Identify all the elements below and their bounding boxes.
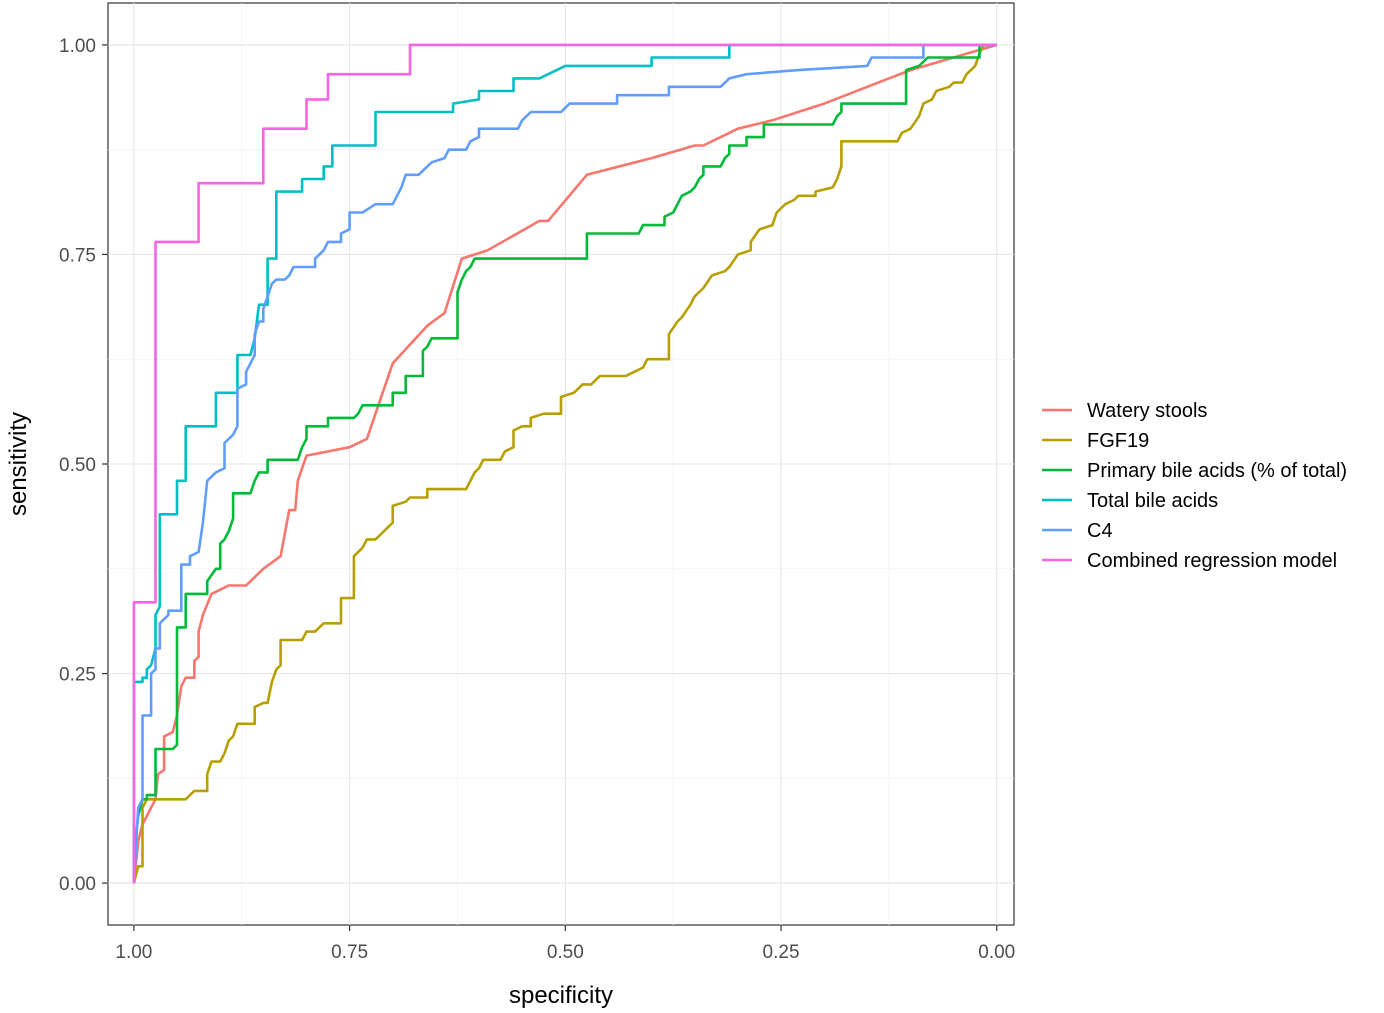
x-tick-label: 0.75 [331,942,368,963]
y-tick-label: 0.25 [59,665,96,686]
legend-label-5: Combined regression model [1087,550,1337,572]
series-line-2 [132,43,997,884]
x-axis-title: specificity [509,982,613,1009]
legend-label-4: C4 [1087,520,1113,542]
series-line-4 [132,43,997,884]
legend-label-0: Watery stools [1087,400,1207,422]
series-line-0 [132,43,998,884]
x-tick-label: 1.00 [115,942,152,963]
legend: Watery stools FGF19 Primary bile acids (% … [1042,400,1347,572]
y-tick-label: 1.00 [59,36,96,57]
y-tick-label: 0.50 [59,455,96,476]
legend-label-3: Total bile acids [1087,490,1218,512]
series-line-1 [132,43,997,884]
series-lines [132,43,998,884]
series-line-3 [132,43,997,884]
x-axis: 1.00 0.75 0.50 0.25 0.00 [115,925,1015,963]
series-line-5 [132,43,997,884]
y-tick-label: 0.75 [59,245,96,266]
y-axis: 0.00 0.25 0.50 0.75 1.00 [59,36,108,895]
y-tick-label: 0.00 [59,874,96,895]
y-axis-title: sensitivity [5,412,32,516]
legend-label-1: FGF19 [1087,430,1149,452]
x-tick-label: 0.50 [547,942,584,963]
legend-label-2: Primary bile acids (% of total) [1087,460,1347,482]
x-tick-label: 0.00 [978,942,1015,963]
x-tick-label: 0.25 [763,942,800,963]
